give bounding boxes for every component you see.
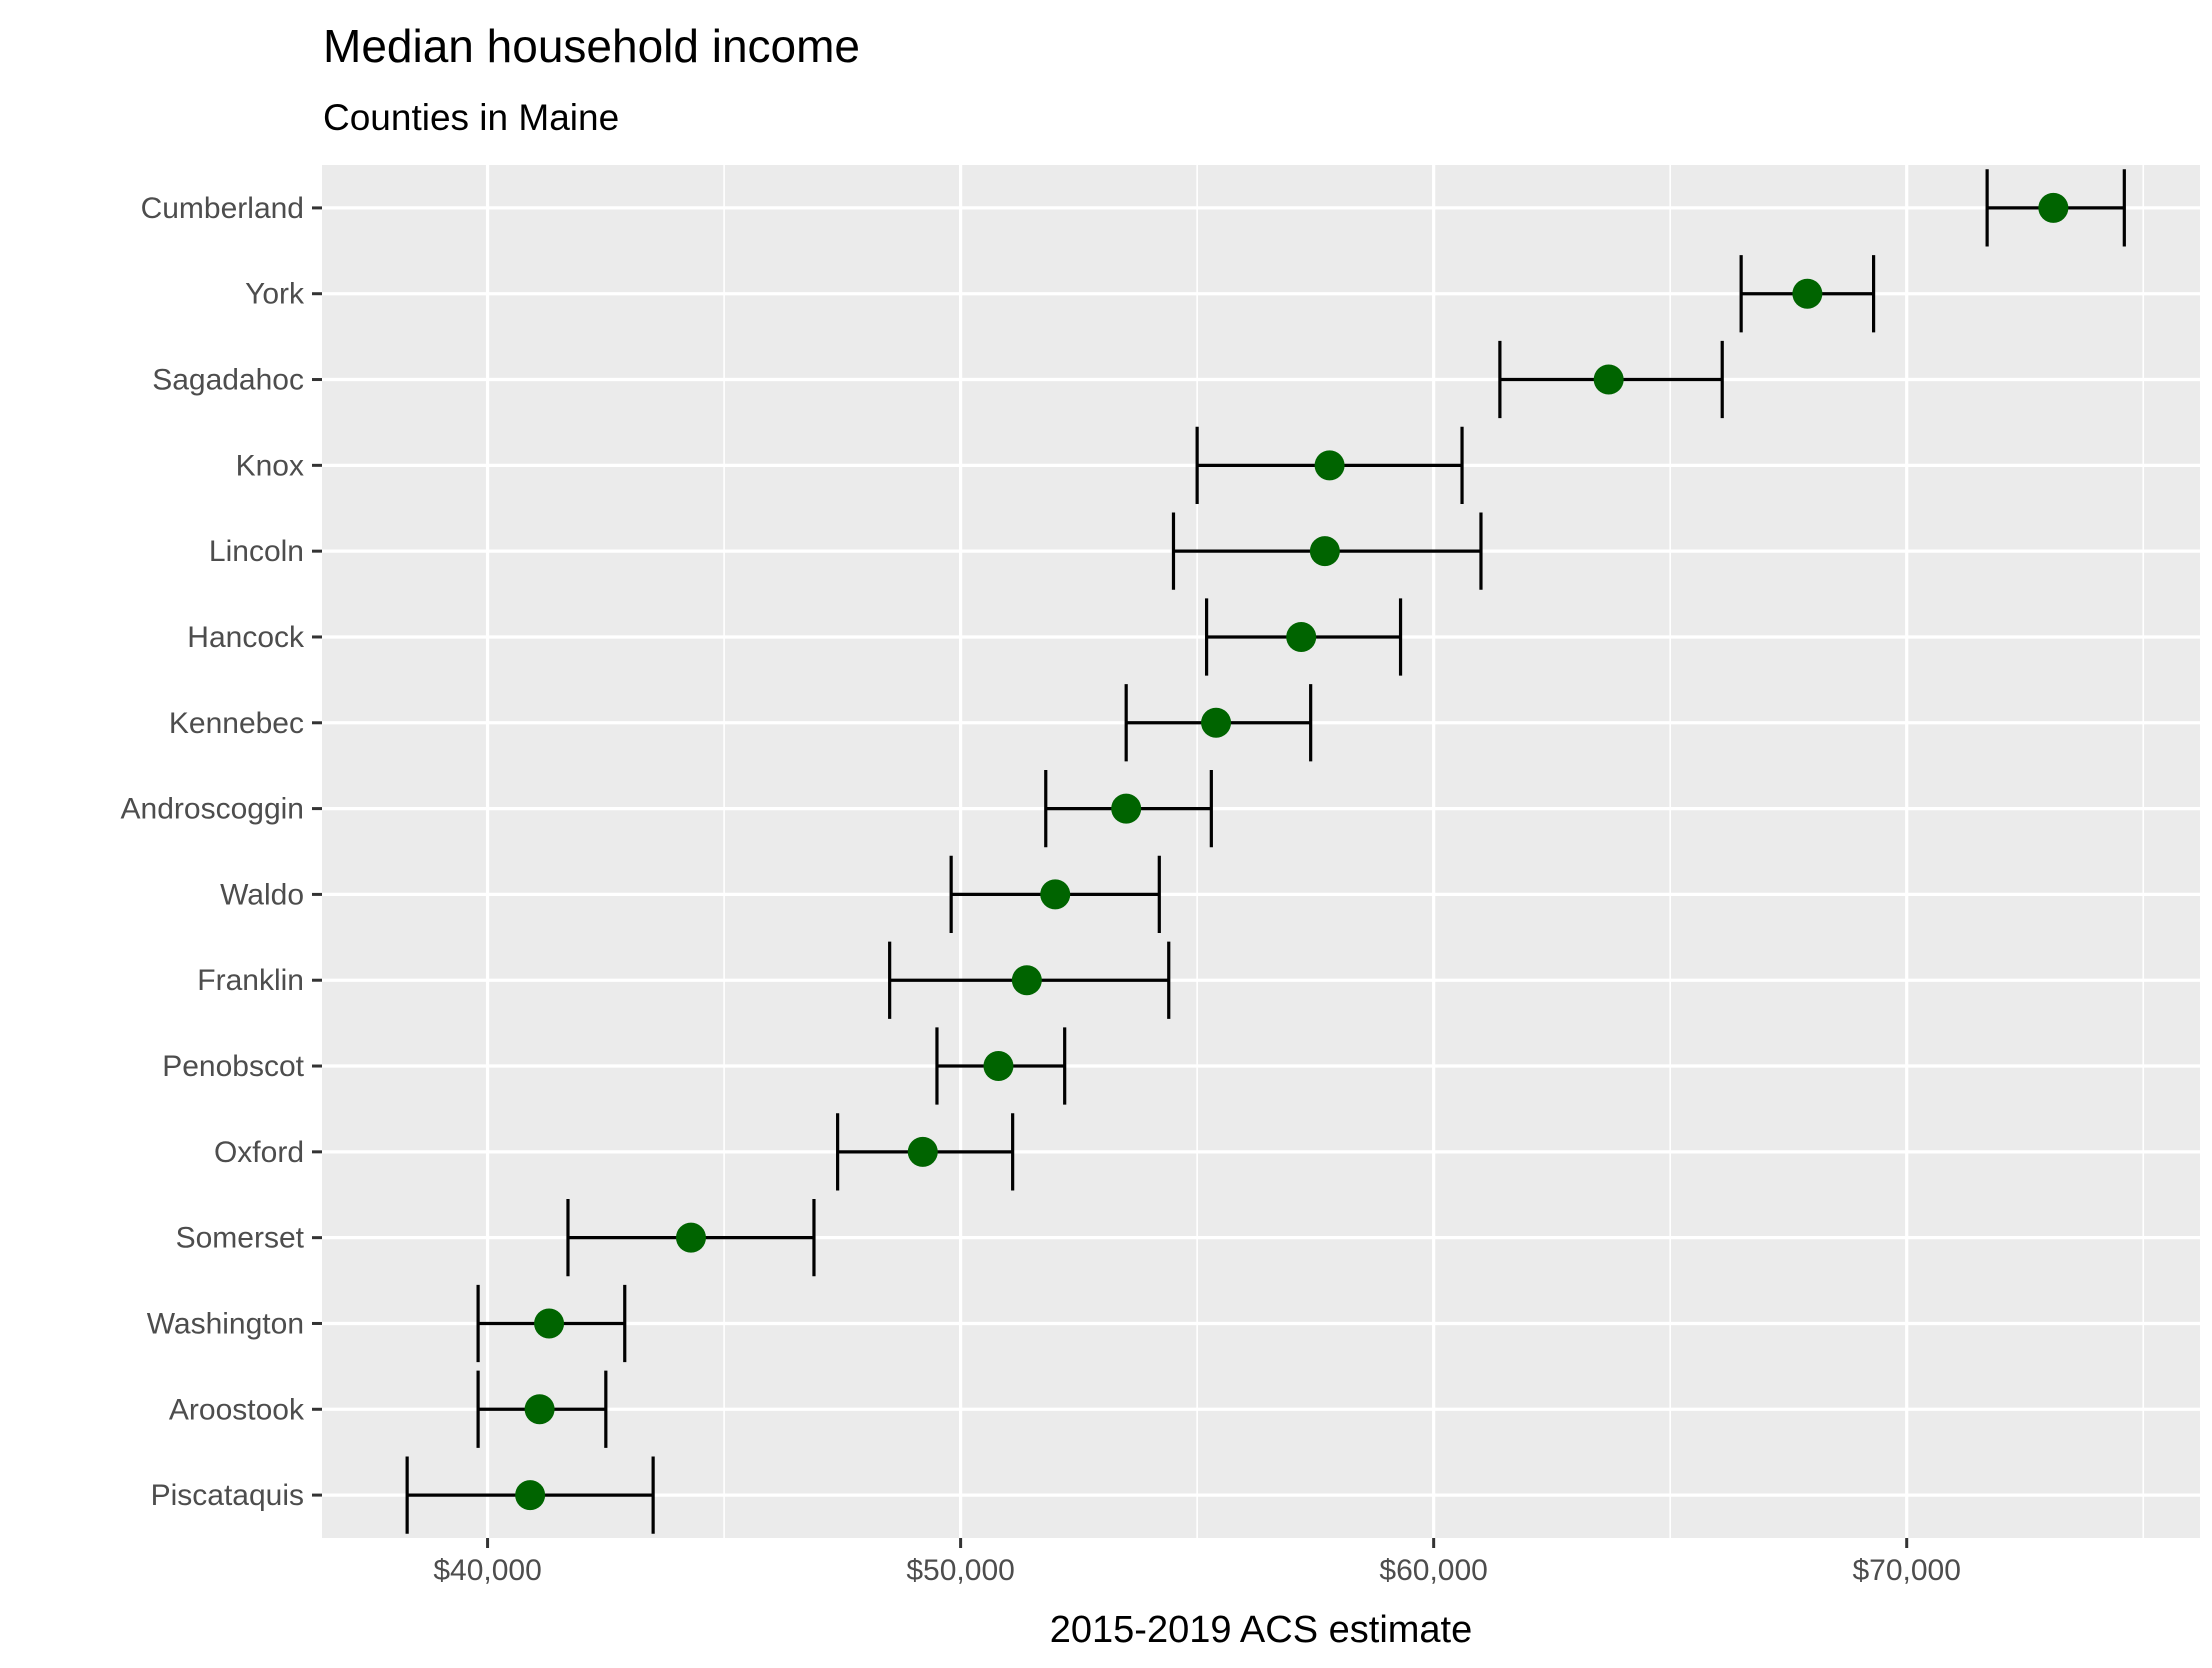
- y-tick-label-15: Piscataquis: [151, 1479, 304, 1512]
- y-tick-label-8: Waldo: [220, 878, 304, 911]
- y-tick-label-12: Somerset: [176, 1222, 305, 1255]
- y-tick-label-14: Aroostook: [169, 1393, 305, 1426]
- y-tick-label-1: York: [245, 278, 305, 311]
- y-tick-label-9: Franklin: [197, 964, 304, 997]
- point-lincoln: [1309, 536, 1340, 567]
- y-tick-label-11: Oxford: [214, 1136, 304, 1169]
- point-aroostook: [524, 1394, 555, 1425]
- y-tick-label-3: Knox: [236, 449, 304, 482]
- point-oxford: [907, 1136, 938, 1167]
- point-piscataquis: [515, 1480, 546, 1511]
- point-cumberland: [2038, 192, 2069, 223]
- y-tick-label-6: Kennebec: [169, 707, 304, 740]
- y-tick-label-5: Hancock: [187, 621, 305, 654]
- x-tick-label-0: $40,000: [433, 1554, 541, 1587]
- point-somerset: [675, 1222, 706, 1253]
- y-tick-label-13: Washington: [147, 1307, 304, 1340]
- data-points: [515, 192, 2069, 1511]
- point-knox: [1314, 450, 1345, 481]
- point-waldo: [1040, 879, 1071, 910]
- y-tick-label-4: Lincoln: [209, 535, 304, 568]
- y-axis: Cumberland York Sagadahoc Knox Lincoln Hancoc…: [121, 192, 322, 1512]
- point-androscoggin: [1111, 793, 1142, 824]
- y-tick-label-0: Cumberland: [141, 192, 304, 225]
- chart-title: Median household income: [323, 20, 860, 72]
- y-tick-label-7: Androscoggin: [121, 793, 304, 826]
- point-york: [1792, 278, 1823, 309]
- x-tick-label-2: $60,000: [1379, 1554, 1487, 1587]
- point-hancock: [1286, 621, 1317, 652]
- x-axis: $40,000 $50,000 $60,000 $70,000: [433, 1538, 1961, 1587]
- x-tick-label-3: $70,000: [1852, 1554, 1960, 1587]
- point-sagadahoc: [1593, 364, 1624, 395]
- point-penobscot: [983, 1051, 1014, 1082]
- chart-subtitle: Counties in Maine: [323, 97, 619, 138]
- plot-panel: [322, 165, 2200, 1538]
- point-washington: [534, 1308, 565, 1339]
- point-franklin: [1011, 965, 1042, 996]
- y-tick-label-2: Sagadahoc: [152, 364, 304, 397]
- point-kennebec: [1201, 707, 1232, 738]
- x-axis-label: 2015-2019 ACS estimate: [1050, 1609, 1473, 1651]
- x-tick-label-1: $50,000: [906, 1554, 1014, 1587]
- y-tick-label-10: Penobscot: [162, 1050, 304, 1083]
